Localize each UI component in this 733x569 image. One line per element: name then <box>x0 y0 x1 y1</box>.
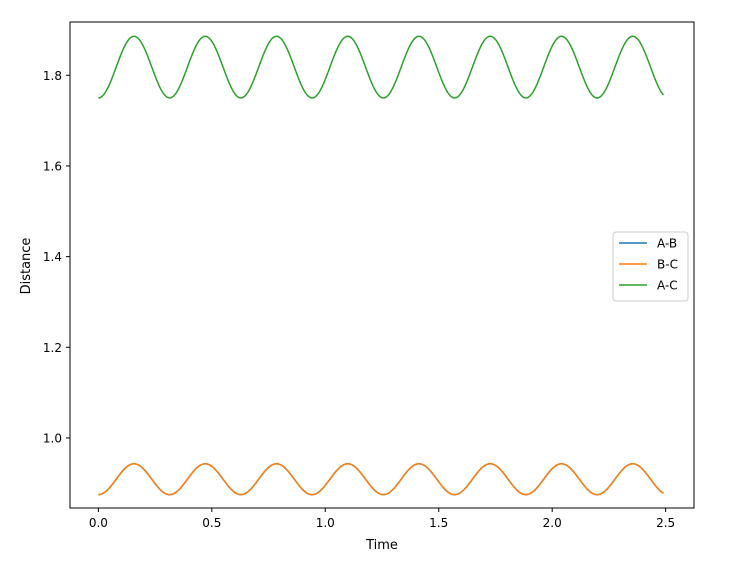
plot-lines <box>98 35 664 496</box>
y-tick-label: 1.8 <box>43 69 62 83</box>
y-tick-label: 1.4 <box>43 250 62 264</box>
y-tick-label: 1.2 <box>43 341 62 355</box>
x-axis-label: Time <box>365 538 398 553</box>
x-tick-label: 1.0 <box>316 516 335 530</box>
legend-label-a-b: A-B <box>657 237 677 251</box>
y-tick-label: 1.0 <box>43 431 62 445</box>
y-axis: 1.0 1.2 1.4 1.6 1.8 <box>43 69 70 445</box>
x-tick-label: 0.0 <box>89 516 108 530</box>
legend-box <box>612 231 689 302</box>
y-tick-label: 1.6 <box>43 159 62 173</box>
x-tick-label: 2.0 <box>543 516 562 530</box>
legend-label-a-c: A-C <box>657 279 678 293</box>
x-tick-label: 2.5 <box>656 516 675 530</box>
y-axis-label: Distance <box>19 238 34 295</box>
legend-label-b-c: B-C <box>657 258 678 272</box>
legend: A-B B-C A-C <box>612 231 689 302</box>
series-line-b-c <box>98 463 664 496</box>
plot-frame <box>69 21 695 509</box>
x-tick-label: 1.5 <box>429 516 448 530</box>
x-axis: 0.0 0.5 1.0 1.5 2.0 2.5 <box>89 508 675 530</box>
x-tick-label: 0.5 <box>202 516 221 530</box>
series-line-a-c <box>98 35 664 99</box>
